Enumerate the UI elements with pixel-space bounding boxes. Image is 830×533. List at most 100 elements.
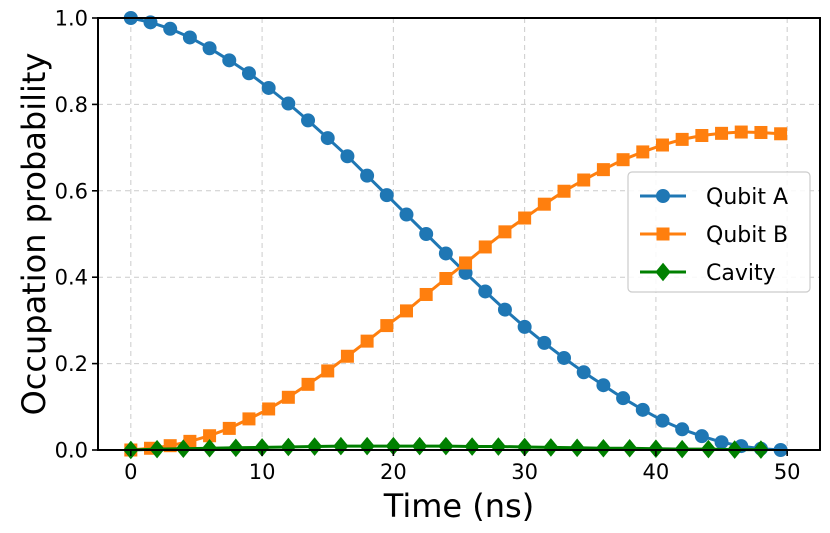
data-point-cavity [464, 437, 480, 456]
data-point-qubit-b [439, 271, 453, 285]
data-point-qubit-a [340, 149, 355, 164]
data-point-qubit-a [399, 207, 414, 222]
legend-label-qubit-a: Qubit A [706, 185, 788, 210]
data-point-qubit-b [301, 377, 315, 391]
data-point-qubit-b [380, 319, 394, 333]
data-point-qubit-b [655, 138, 669, 152]
x-tick-label: 30 [511, 460, 538, 484]
data-point-cavity [595, 438, 612, 458]
y-axis-label: Occupation probability [15, 53, 53, 416]
legend-label-cavity: Cavity [706, 261, 776, 286]
legend-box [627, 171, 811, 293]
x-axis-label: Time (ns) [383, 487, 534, 525]
data-point-qubit-a [517, 319, 532, 334]
data-point-qubit-b [419, 287, 433, 301]
data-point-qubit-b [754, 125, 768, 139]
data-point-qubit-b [478, 240, 492, 254]
x-tick-label: 10 [249, 460, 276, 484]
data-point-qubit-a [182, 30, 197, 45]
data-point-qubit-a [537, 335, 552, 350]
data-point-cavity [359, 436, 375, 456]
data-point-cavity [228, 438, 244, 458]
x-tick-label: 0 [124, 460, 137, 484]
data-point-qubit-a [714, 435, 729, 450]
legend-marker-qubit-a [656, 189, 670, 203]
data-point-qubit-b [222, 421, 236, 435]
data-point-qubit-b [399, 304, 413, 318]
data-point-cavity [490, 437, 507, 456]
data-point-cavity [622, 438, 638, 458]
data-point-cavity [569, 438, 585, 458]
data-point-cavity [306, 437, 323, 456]
data-point-qubit-b [262, 402, 276, 416]
axis-ticks: 0 10 20 30 40 50 0.0 0.2 0.4 0.6 0.8 1.0 [55, 7, 801, 485]
legend-marker-cavity [655, 262, 671, 282]
plot-frame [97, 17, 821, 451]
data-point-qubit-a [576, 365, 591, 380]
data-point-qubit-b [715, 126, 729, 140]
data-point-qubit-b [557, 184, 571, 198]
data-point-qubit-b [281, 390, 295, 404]
data-point-qubit-a [163, 21, 178, 36]
data-point-qubit-b [340, 349, 354, 363]
data-point-qubit-a [241, 66, 256, 81]
data-point-qubit-a [320, 131, 335, 146]
data-point-qubit-a [616, 391, 631, 406]
data-point-qubit-b [616, 153, 630, 167]
data-point-qubit-a [143, 15, 158, 30]
data-point-qubit-a [497, 302, 512, 317]
data-point-qubit-a [635, 402, 650, 417]
legend-marker-qubit-b [656, 227, 670, 241]
legend: Qubit A Qubit B Cavity [627, 171, 811, 293]
data-point-qubit-a [301, 113, 316, 128]
x-tick-label: 50 [774, 460, 801, 484]
series-line-qubit-b [130, 130, 781, 452]
data-point-qubit-a [438, 246, 453, 261]
data-point-qubit-a [222, 53, 237, 68]
data-point-qubit-b [360, 334, 374, 348]
data-point-qubit-b [498, 225, 512, 239]
y-tick-label: 0.4 [55, 266, 88, 290]
data-point-qubit-b [675, 132, 689, 146]
x-tick-label: 40 [643, 460, 670, 484]
data-point-qubit-b [577, 173, 591, 187]
data-point-qubit-a [694, 429, 709, 444]
x-tick-label: 20 [380, 460, 407, 484]
y-tick-label: 0.6 [55, 179, 88, 203]
data-point-qubit-a [557, 350, 572, 365]
y-tick-label: 0.0 [55, 439, 88, 463]
data-point-qubit-a [281, 96, 296, 111]
data-point-cavity [333, 436, 349, 456]
data-point-cavity [175, 439, 191, 458]
legend-label-qubit-b: Qubit B [706, 223, 788, 248]
data-point-qubit-b [695, 129, 709, 143]
data-point-cavity [280, 437, 296, 457]
series-cavity [123, 436, 769, 460]
data-point-qubit-b [459, 256, 473, 270]
data-point-cavity [438, 436, 454, 456]
data-point-qubit-b [636, 145, 650, 159]
data-point-qubit-a [379, 188, 394, 203]
y-tick-label: 0.8 [55, 93, 88, 117]
data-point-cavity [648, 439, 664, 458]
data-point-qubit-b [537, 197, 551, 211]
legend-entry-qubit-a: Qubit A [640, 185, 788, 210]
data-point-cavity [201, 438, 218, 458]
data-point-qubit-a [655, 413, 670, 428]
data-point-qubit-a [675, 422, 690, 437]
data-point-qubit-a [202, 41, 217, 56]
data-point-qubit-b [518, 211, 532, 225]
legend-entry-cavity: Cavity [640, 261, 776, 286]
y-tick-label: 0.2 [55, 352, 88, 376]
data-point-qubit-b [321, 364, 335, 378]
data-point-cavity [543, 438, 559, 457]
y-tick-label: 1.0 [55, 7, 88, 31]
data-point-qubit-b [242, 412, 256, 426]
data-point-cavity [411, 436, 428, 456]
data-point-qubit-a [360, 168, 375, 183]
data-point-qubit-b [596, 163, 610, 177]
data-point-qubit-a [261, 80, 276, 95]
data-point-qubit-a [478, 284, 493, 299]
data-point-qubit-a [596, 378, 611, 393]
